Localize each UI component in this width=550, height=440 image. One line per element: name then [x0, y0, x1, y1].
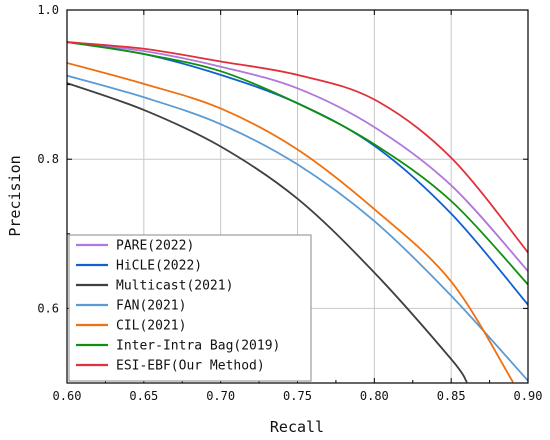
y-axis-title: Precision — [6, 155, 24, 236]
x-tick-label: 0.60 — [53, 389, 82, 403]
series-line-cil-2021 — [67, 62, 514, 383]
y-tick-labels: 0.6 0.8 1.0 — [37, 3, 59, 315]
y-tick-label: 1.0 — [37, 3, 59, 17]
legend-label-esi-ebf-our-method: ESI-EBF(Our Method) — [116, 359, 265, 374]
x-tick-label: 0.90 — [514, 389, 543, 403]
series-line-inter-intra-bag-2019 — [67, 41, 528, 286]
x-tick-label: 0.85 — [437, 389, 466, 403]
x-tick-label: 0.70 — [206, 389, 235, 403]
legend-box — [68, 234, 312, 382]
series-lines — [67, 41, 528, 383]
legend-label-cil-2021: CIL(2021) — [116, 319, 186, 334]
y-tick-label: 0.8 — [37, 152, 59, 166]
x-tick-label: 0.80 — [360, 389, 389, 403]
x-tick-label: 0.75 — [283, 389, 312, 403]
x-axis-title: Recall — [270, 418, 324, 436]
series-line-pare-2022 — [67, 41, 528, 272]
legend: PARE(2022) HiCLE(2022) Multicast(2021) FAN(… — [68, 234, 312, 382]
y-tick-label: 0.6 — [37, 301, 59, 315]
legend-label-hicle-2022: HiCLE(2022) — [116, 259, 202, 274]
series-line-fan-2021 — [67, 74, 528, 382]
series-line-multicast-2021 — [67, 82, 468, 383]
x-tick-label: 0.65 — [129, 389, 158, 403]
legend-label-fan-2021: FAN(2021) — [116, 299, 186, 314]
legend-label-pare-2022: PARE(2022) — [116, 239, 194, 254]
x-tick-labels: 0.60 0.65 0.70 0.75 0.80 0.85 0.90 — [53, 389, 543, 403]
legend-label-inter-intra-bag-2019: Inter-Intra Bag(2019) — [116, 339, 280, 354]
series-line-esi-ebf-our-method — [67, 41, 528, 254]
legend-label-multicast-2021: Multicast(2021) — [116, 279, 233, 294]
